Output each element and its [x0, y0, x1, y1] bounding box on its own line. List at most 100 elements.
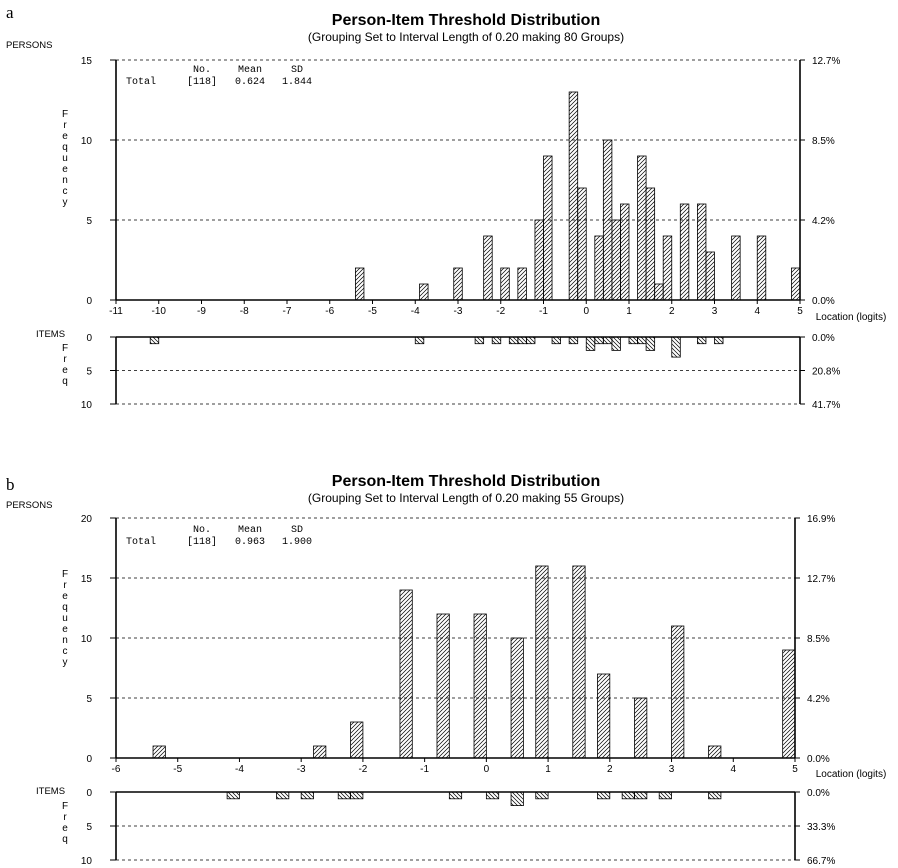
- item-bar: [634, 791, 648, 800]
- persons-label: PERSONS: [6, 40, 52, 51]
- y-axis-label-char: r: [63, 120, 67, 131]
- person-bar: [543, 155, 553, 301]
- person-bar: [453, 267, 463, 301]
- y2-tick-label: 16.9%: [807, 514, 835, 525]
- item-bar: [671, 336, 681, 358]
- y-tick-label: 20: [81, 514, 93, 525]
- item-bar: [551, 336, 561, 345]
- person-bar: [436, 613, 450, 759]
- y-tick-label: 0: [86, 754, 92, 765]
- person-bar: [510, 637, 524, 759]
- person-bar: [517, 267, 527, 301]
- stats-header-sd: SD: [291, 525, 303, 536]
- item-bar: [517, 336, 527, 345]
- y2-tick-label: 12.7%: [812, 56, 840, 67]
- person-bar: [791, 267, 801, 301]
- stats-total-label: Total: [126, 76, 156, 88]
- person-bar: [756, 235, 767, 301]
- item-bar: [508, 336, 519, 345]
- x-tick-label: -5: [173, 764, 182, 775]
- person-bar: [671, 625, 685, 759]
- person-bar: [654, 283, 664, 301]
- x-tick-label: -11: [109, 306, 123, 317]
- x-tick-label: 3: [669, 764, 675, 775]
- stats-mean: 0.963: [235, 537, 265, 548]
- item-bar: [276, 791, 290, 800]
- item-bar: [697, 336, 707, 345]
- chart-plot: 0 0.0%5 4.2%10 8.5%15 12.7%20 16.9%0 0.0%5 33.3…: [62, 514, 836, 867]
- x-axis-label: Location (logits): [816, 312, 887, 323]
- y2-tick-label: 12.7%: [807, 574, 835, 585]
- item-bar: [658, 791, 672, 800]
- y-tick-label: 0: [86, 333, 92, 344]
- panel-letter: a: [6, 3, 14, 22]
- items-axis-label-char: e: [62, 365, 68, 376]
- person-bar: [568, 91, 579, 301]
- y-tick-label: 15: [81, 56, 93, 67]
- y-tick-label: 10: [81, 400, 93, 411]
- y-tick-label: 5: [86, 822, 92, 833]
- y-axis-label-char: q: [62, 602, 68, 613]
- x-tick-label: 3: [712, 306, 718, 317]
- person-bar: [645, 187, 656, 301]
- person-bar: [419, 283, 429, 301]
- stats-header-mean: Mean: [238, 525, 262, 536]
- item-bar: [621, 791, 635, 800]
- x-tick-label: -6: [112, 764, 121, 775]
- panel-b: b Person-Item Threshold Distribution (Gr…: [6, 473, 886, 867]
- x-tick-label: -2: [358, 764, 367, 775]
- y-tick-label: 10: [81, 136, 93, 147]
- item-bar: [594, 336, 604, 345]
- stats-total-label: Total: [126, 536, 156, 548]
- x-axis-label: Location (logits): [816, 769, 887, 780]
- chart-subtitle: (Grouping Set to Interval Length of 0.20…: [308, 30, 624, 44]
- items-axis-label-char: q: [62, 376, 68, 387]
- y-axis-label-char: e: [62, 591, 68, 602]
- items-label: ITEMS: [36, 786, 65, 797]
- item-bar: [226, 791, 240, 800]
- x-tick-label: 5: [797, 306, 803, 317]
- y2-tick-label: 66.7%: [807, 856, 835, 867]
- x-tick-label: 0: [583, 306, 589, 317]
- item-bar: [474, 336, 485, 345]
- x-tick-label: 0: [484, 764, 490, 775]
- y-axis-label-char: y: [63, 197, 68, 208]
- x-tick-label: -4: [411, 306, 420, 317]
- y2-tick-label: 0.0%: [807, 788, 830, 799]
- y-tick-label: 0: [86, 788, 92, 799]
- y2-tick-label: 0.0%: [812, 296, 835, 307]
- item-bar: [585, 336, 596, 351]
- item-bar: [568, 336, 579, 345]
- item-bar: [526, 336, 536, 345]
- y-axis-label-char: c: [63, 646, 68, 657]
- item-bar: [714, 336, 724, 345]
- y2-tick-label: 4.2%: [812, 216, 835, 227]
- x-tick-label: 1: [545, 764, 551, 775]
- chart-plot: 0 0.0%5 4.2%10 8.5%15 12.7%0 0.0%5 20.8%10 41.7…: [62, 56, 841, 411]
- person-bar: [637, 155, 647, 301]
- x-tick-label: -1: [539, 306, 548, 317]
- person-bar: [731, 235, 741, 301]
- item-bar: [611, 336, 621, 351]
- person-bar: [705, 251, 715, 301]
- x-tick-label: -10: [152, 306, 167, 317]
- person-bar: [708, 745, 722, 759]
- y2-tick-label: 33.3%: [807, 822, 835, 833]
- person-bar: [483, 235, 493, 301]
- item-bar: [535, 791, 549, 800]
- items-axis-label-char: e: [62, 823, 68, 834]
- chart-title: Person-Item Threshold Distribution: [332, 473, 600, 490]
- x-tick-label: 1: [626, 306, 632, 317]
- person-bar: [577, 187, 587, 301]
- items-axis-label-char: F: [62, 343, 68, 354]
- item-bar: [708, 791, 722, 800]
- item-bar: [485, 791, 500, 800]
- item-bar: [149, 336, 160, 345]
- item-bar: [602, 336, 613, 345]
- y-axis-label-char: y: [63, 657, 68, 668]
- items-axis-label-char: q: [62, 834, 68, 845]
- person-bar: [782, 649, 796, 759]
- items-label: ITEMS: [36, 329, 65, 340]
- y-axis-label-char: r: [63, 580, 67, 591]
- person-bar: [399, 589, 413, 759]
